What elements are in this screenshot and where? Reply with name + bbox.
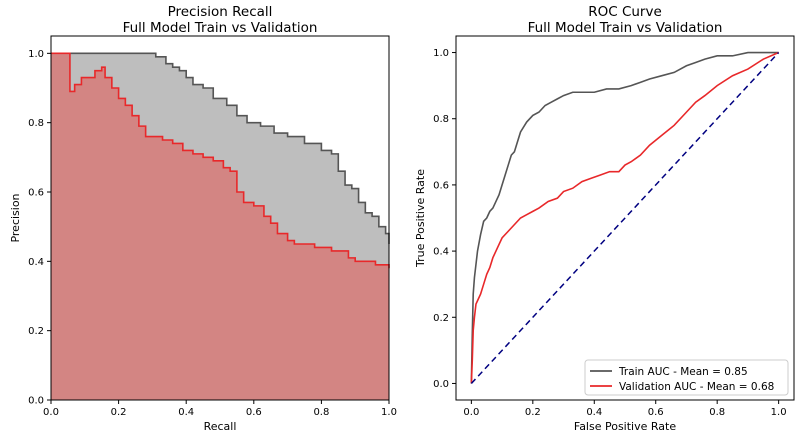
x-tick-label: 0.0	[43, 407, 59, 418]
x-tick-label: 0.6	[648, 407, 664, 418]
y-tick-label: 0.6	[28, 188, 44, 199]
y-tick-label: 0.6	[433, 180, 449, 191]
validation-curve	[470, 51, 779, 384]
x-tick-label: 0.0	[463, 407, 479, 418]
chart-title-line: Full Model Train vs Validation	[123, 20, 318, 36]
y-axis-label: True Positive Rate	[414, 169, 427, 268]
chance-curve	[470, 52, 780, 384]
chart-title-line: Precision Recall	[168, 4, 273, 20]
validation-step-line	[51, 52, 390, 269]
validation-legend-label: Validation AUC - Mean = 0.68	[619, 381, 774, 393]
train-legend-label: Train AUC - Mean = 0.85	[618, 366, 748, 378]
x-tick-label: 0.2	[525, 407, 541, 418]
train-step-line	[51, 52, 390, 244]
y-tick-label: 0.0	[28, 396, 44, 407]
legend: Train AUC - Mean = 0.85 Validation AUC - …	[584, 359, 789, 396]
x-tick-label: 0.8	[313, 407, 329, 418]
x-tick-label: 0.4	[586, 407, 602, 418]
x-axis-label: Recall	[204, 420, 237, 433]
train-curve	[470, 51, 779, 384]
y-tick-label: 0.4	[28, 257, 44, 268]
axes-frame	[455, 35, 795, 401]
chart-title-line: ROC Curve	[588, 4, 662, 20]
y-tick-label: 0.4	[433, 247, 449, 258]
x-tick-label: 0.6	[246, 407, 262, 418]
axes-frame	[50, 35, 390, 401]
y-tick-label: 0.2	[433, 313, 449, 324]
y-tick-label: 0.8	[433, 114, 449, 125]
x-tick-label: 1.0	[771, 407, 787, 418]
x-axis-label: False Positive Rate	[574, 420, 676, 433]
x-tick-label: 0.2	[111, 407, 127, 418]
y-tick-label: 0.2	[28, 326, 44, 337]
x-tick-label: 0.4	[178, 407, 194, 418]
validation-area	[51, 53, 389, 400]
y-tick-label: 0.0	[433, 379, 449, 390]
y-tick-label: 0.8	[28, 118, 44, 129]
x-tick-label: 0.8	[709, 407, 725, 418]
x-tick-label: 1.0	[381, 407, 397, 418]
y-tick-label: 1.0	[433, 48, 449, 59]
legend-box	[584, 359, 789, 396]
chart-title-line: Full Model Train vs Validation	[528, 20, 723, 36]
y-axis-label: Precision	[9, 193, 22, 242]
y-tick-label: 1.0	[28, 49, 44, 60]
